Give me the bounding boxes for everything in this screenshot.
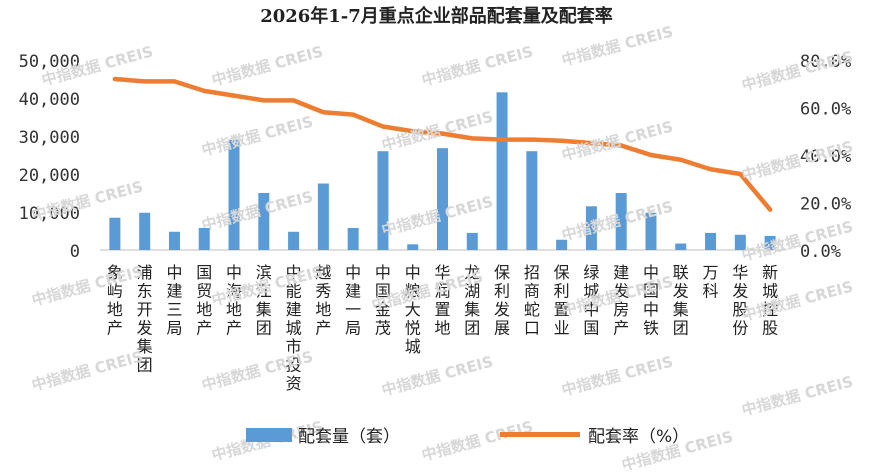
x-tick-label: 建发房产 xyxy=(613,263,629,338)
x-tick-label: 新城控股 xyxy=(762,263,778,338)
x-tick-label: 联发集团 xyxy=(673,263,689,338)
bar xyxy=(109,217,121,250)
legend-line-swatch xyxy=(500,432,580,437)
bar xyxy=(466,232,478,250)
bar xyxy=(705,232,717,250)
x-tick-label: 龙湖集团 xyxy=(464,263,480,338)
x-tick-label: 中能建城市投资 xyxy=(286,263,302,393)
x-tick-label: 华润置地 xyxy=(434,263,450,338)
y-right-tick-label: 20.0% xyxy=(800,195,851,215)
bar xyxy=(317,183,329,250)
bar xyxy=(496,92,508,250)
legend-line-label: 配套率（%） xyxy=(588,427,690,447)
x-tick-label: 万科 xyxy=(703,263,719,301)
bar xyxy=(168,231,180,250)
y-right-tick-label: 0.0% xyxy=(800,242,841,262)
bar xyxy=(615,193,627,250)
x-tick-label: 中粮大悦城 xyxy=(405,263,421,356)
legend-bar-swatch xyxy=(246,427,292,442)
y-left-tick-label: 40,000 xyxy=(19,90,80,110)
bar xyxy=(198,227,210,250)
bar xyxy=(437,148,448,250)
y-right-tick-label: 40.0% xyxy=(800,147,851,167)
y-left-tick-label: 10,000 xyxy=(19,204,80,224)
bar xyxy=(734,234,746,250)
y-left-tick-label: 20,000 xyxy=(19,166,80,186)
legend-bar-label: 配套量（套） xyxy=(298,427,400,447)
x-tick-label: 滨江集团 xyxy=(256,263,272,338)
y-right-tick-label: 80.0% xyxy=(800,52,851,72)
x-tick-label: 中建一局 xyxy=(345,263,361,338)
rate-line xyxy=(112,76,773,212)
x-tick-label: 象屿地产 xyxy=(107,263,123,338)
bar xyxy=(556,239,568,250)
bar xyxy=(139,212,151,250)
legend-item-bar: 配套量（套） xyxy=(246,422,400,447)
bar xyxy=(288,231,300,250)
x-tick-label: 华发股份 xyxy=(732,263,748,338)
x-tick-label: 浦东开发集团 xyxy=(137,263,153,375)
bar xyxy=(258,193,270,250)
x-tick-label: 中建三局 xyxy=(166,263,182,338)
chart: 0 10,000 20,000 30,000 40,000 50,000 0.0% 20.0%… xyxy=(19,52,852,393)
x-tick-label: 中海地产 xyxy=(226,263,242,338)
x-tick-label: 国贸地产 xyxy=(196,263,212,338)
y-right-tick-label: 60.0% xyxy=(800,100,851,120)
legend-item-line: 配套率（%） xyxy=(500,422,689,447)
y-left-tick-label: 50,000 xyxy=(19,52,80,72)
x-tick-label: 中国金茂 xyxy=(375,263,391,338)
bar xyxy=(645,212,657,250)
x-tick-label: 越秀地产 xyxy=(315,263,331,338)
x-tick-label: 中国中铁 xyxy=(643,263,659,338)
x-tick-label: 招商蛇口 xyxy=(524,263,540,338)
legend: 配套量（套） 配套率（%） xyxy=(0,422,873,452)
y-left-tick-label: 30,000 xyxy=(19,128,80,148)
x-tick-label: 绿城中国 xyxy=(583,263,599,338)
bar xyxy=(526,151,538,250)
x-tick-label: 保利发展 xyxy=(494,263,510,338)
bar xyxy=(675,243,687,250)
bar xyxy=(377,151,389,250)
bar xyxy=(764,235,776,250)
y-left-tick-label: 0 xyxy=(70,242,80,262)
bar xyxy=(228,139,240,250)
bar xyxy=(585,206,597,250)
bar xyxy=(347,227,359,250)
bar xyxy=(407,244,419,250)
chart-title: 2026年1-7月重点企业部品配套量及配套率 xyxy=(260,6,613,27)
x-tick-label: 保利置业 xyxy=(554,263,570,338)
